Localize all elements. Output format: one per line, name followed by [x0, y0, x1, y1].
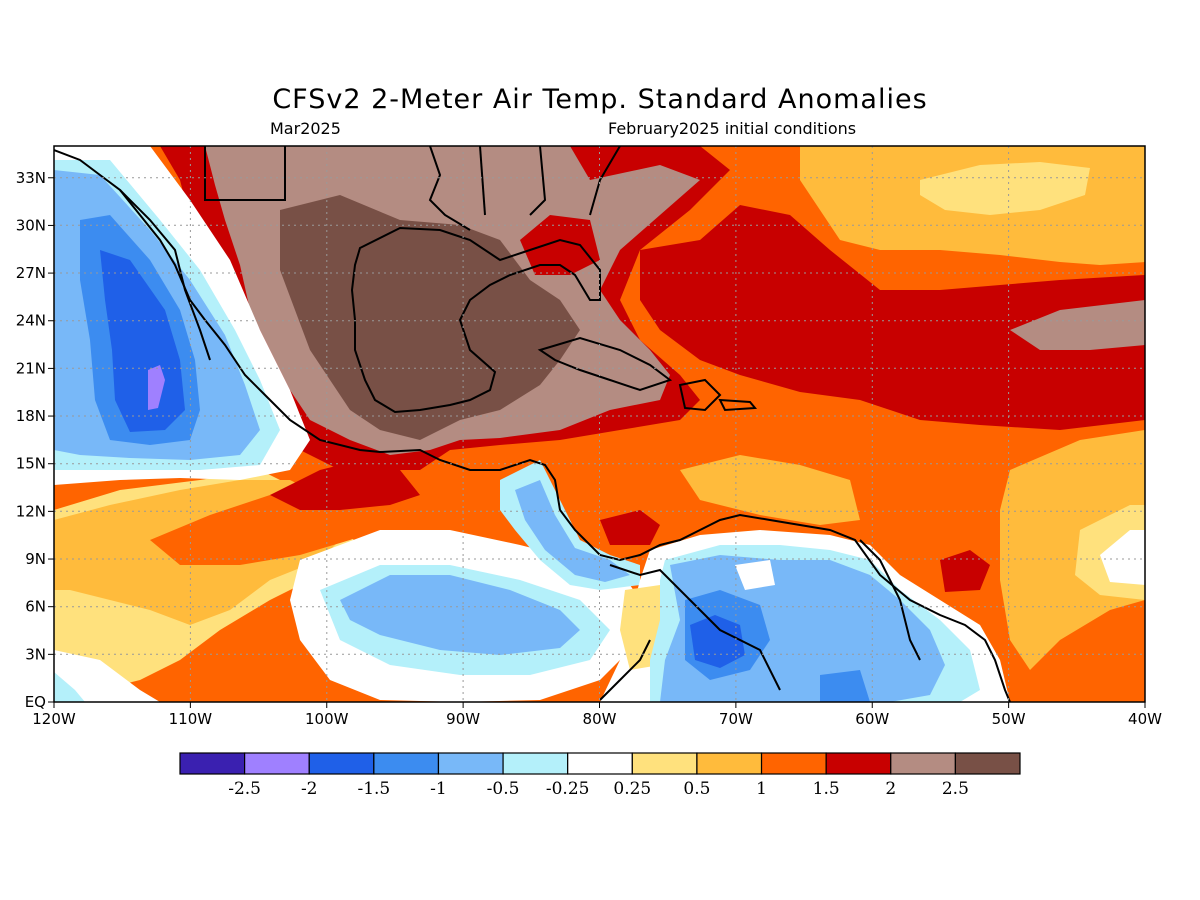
- colorbar-swatch: [567, 752, 633, 775]
- colorbar-label: 1: [756, 779, 767, 799]
- colorbar-swatch: [437, 752, 504, 775]
- colorbar-swatch: [890, 752, 956, 775]
- lat-tick-label: 6N: [25, 598, 46, 616]
- lat-tick-label: 33N: [16, 169, 46, 187]
- lat-tick-label: 3N: [25, 645, 46, 663]
- coastlines: [54, 146, 1011, 702]
- anomaly-region-atlantic-red: [640, 205, 1145, 430]
- colorbar-labels: -2.5 -2 -1.5 -1 -0.5 -0.25 0.25 0.5 1 1.5 2 2.5: [228, 779, 969, 799]
- initial-conditions-label: February2025 initial conditions: [608, 119, 857, 138]
- colorbar-swatch: [244, 752, 310, 775]
- colorbar-label: 2.5: [942, 779, 969, 799]
- anomaly-region-atlantic-yellow: [920, 162, 1090, 215]
- lat-tick-label: 24N: [16, 312, 46, 330]
- lat-tick-label: EQ: [25, 693, 46, 711]
- lon-tick-label: 40W: [1128, 710, 1162, 728]
- colorbar-swatch: [825, 752, 892, 775]
- anomaly-region-pacific-violet: [148, 365, 165, 410]
- colorbar-label: 1.5: [813, 779, 840, 799]
- anomaly-region-central-america-blue: [515, 480, 630, 582]
- colorbar-swatch: [308, 752, 375, 775]
- lon-axis: 120W 110W 100W 90W 80W 70W 60W 50W 40W: [32, 702, 1162, 728]
- anomaly-region-south-america-white-spot: [735, 560, 775, 590]
- lon-tick-label: 120W: [32, 710, 76, 728]
- anomaly-field: [54, 146, 1145, 702]
- anomaly-region-florida-red: [520, 215, 600, 275]
- colorbar-label: -0.25: [546, 779, 590, 799]
- colorbar-label: -0.5: [487, 779, 520, 799]
- lat-tick-label: 30N: [16, 216, 46, 234]
- colorbar-swatch: [179, 752, 246, 775]
- anomaly-region-atlantic-equatorial-white: [1100, 530, 1145, 585]
- colorbar-label: 0.25: [613, 779, 651, 799]
- colorbar-label: 2: [885, 779, 896, 799]
- colorbar-swatch: [373, 752, 440, 775]
- lon-tick-label: 70W: [719, 710, 753, 728]
- lat-tick-label: 21N: [16, 359, 46, 377]
- colorbar-label: -1: [430, 779, 447, 799]
- lat-axis: EQ 3N 6N 9N 12N 15N 18N 21N 24N 27N 30N 33N: [16, 169, 54, 711]
- anomaly-region-eastern-pacific-blue: [340, 575, 580, 655]
- lat-tick-label: 27N: [16, 264, 46, 282]
- lon-tick-label: 60W: [855, 710, 889, 728]
- anomaly-region-atlantic-equatorial-orange: [1000, 430, 1145, 670]
- chart-title: CFSv2 2-Meter Air Temp. Standard Anomali…: [272, 84, 928, 115]
- anomaly-region-south-america-blue-east: [820, 670, 870, 702]
- colorbar-label: 0.5: [683, 779, 710, 799]
- colorbar-swatch: [502, 752, 569, 775]
- colorbar-swatch: [954, 752, 1021, 775]
- lon-tick-label: 50W: [992, 710, 1026, 728]
- anomaly-region-pacific-blue-deep: [100, 250, 185, 432]
- colorbar: [179, 752, 1021, 775]
- colorbar-label: -2.5: [228, 779, 261, 799]
- anomaly-region-pacific-red: [270, 460, 420, 510]
- anomaly-region-gulf-brown-dark: [280, 195, 580, 440]
- lon-tick-label: 80W: [583, 710, 617, 728]
- anomaly-region-caribbean-red-spot: [600, 510, 660, 545]
- anomaly-region-atlantic-brown: [1010, 300, 1145, 350]
- lat-tick-label: 18N: [16, 407, 46, 425]
- gridlines: [54, 146, 1145, 702]
- colorbar-swatch: [696, 752, 763, 775]
- colorbar-label: -2: [301, 779, 318, 799]
- anomaly-region-caribbean-orange: [680, 455, 860, 525]
- anomaly-region-pacific-lower-left-blue: [54, 672, 85, 702]
- lon-tick-label: 90W: [446, 710, 480, 728]
- lon-tick-label: 100W: [305, 710, 349, 728]
- anomaly-region-pacific-lower-left: [54, 650, 160, 702]
- colorbar-label: -1.5: [357, 779, 390, 799]
- anomaly-region-atlantic-red-spot: [940, 550, 990, 592]
- lat-tick-label: 12N: [16, 502, 46, 520]
- lat-tick-label: 15N: [16, 455, 46, 473]
- lon-tick-label: 110W: [169, 710, 213, 728]
- valid-month-label: Mar2025: [270, 119, 341, 138]
- lat-tick-label: 9N: [25, 550, 46, 568]
- colorbar-swatch: [760, 752, 827, 775]
- colorbar-swatch: [631, 752, 698, 775]
